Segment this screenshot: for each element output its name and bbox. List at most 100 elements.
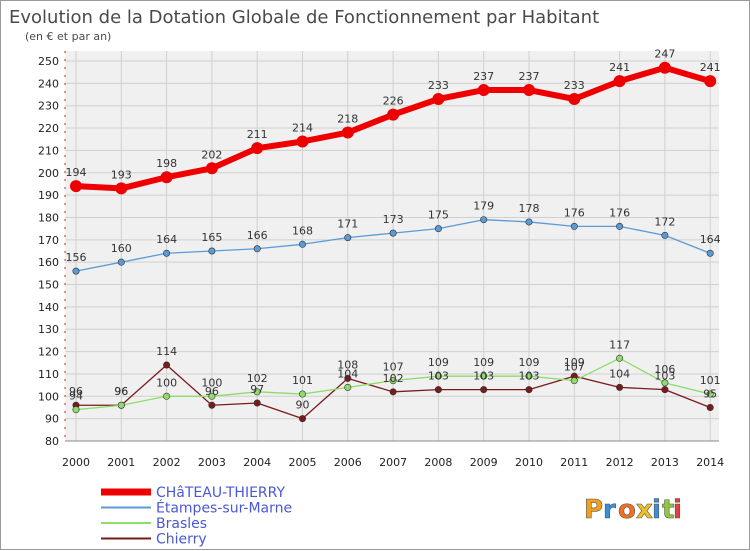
x-tick-label: 2012 — [606, 456, 634, 469]
y-tick-label: 120 — [38, 346, 59, 359]
data-label: 233 — [428, 79, 449, 92]
data-label: 202 — [201, 148, 222, 161]
data-label: 218 — [337, 113, 358, 126]
logo-letter: r — [603, 495, 616, 525]
x-tick-label: 2002 — [153, 456, 181, 469]
data-label: 241 — [700, 61, 721, 74]
data-label: 106 — [654, 363, 675, 376]
data-label: 96 — [114, 385, 128, 398]
data-point — [525, 218, 533, 226]
data-label: 156 — [66, 251, 87, 264]
data-label: 171 — [337, 218, 358, 231]
data-label: 247 — [654, 48, 675, 61]
data-point — [434, 372, 442, 380]
data-point — [163, 361, 171, 369]
y-tick-label: 170 — [38, 234, 59, 247]
y-tick-label: 150 — [38, 279, 59, 292]
y-tick-label: 240 — [38, 77, 59, 90]
data-point — [389, 229, 397, 237]
data-point — [613, 75, 626, 88]
data-point — [389, 377, 397, 385]
data-label: 176 — [609, 206, 630, 219]
data-point — [253, 388, 261, 396]
data-label: 164 — [700, 233, 721, 246]
data-label: 114 — [156, 345, 177, 358]
data-point — [525, 372, 533, 380]
data-point — [432, 93, 445, 105]
data-label: 107 — [383, 361, 404, 374]
data-point — [253, 245, 261, 253]
data-point — [72, 406, 80, 414]
x-tick-label: 2003 — [198, 456, 226, 469]
y-tick-label: 210 — [38, 144, 59, 157]
x-tick-label: 2005 — [289, 456, 317, 469]
data-point — [341, 126, 354, 139]
data-point — [205, 162, 218, 175]
data-label: 211 — [247, 128, 268, 141]
y-tick-label: 250 — [38, 55, 59, 68]
y-tick-label: 160 — [38, 256, 59, 269]
y-tick-label: 100 — [38, 390, 59, 403]
data-label: 109 — [473, 356, 494, 369]
data-label: 109 — [564, 356, 585, 369]
y-tick-label: 200 — [38, 167, 59, 180]
data-point — [568, 93, 581, 105]
data-point — [298, 390, 306, 398]
data-point — [706, 403, 714, 411]
data-point — [344, 234, 352, 242]
data-label: 96 — [205, 385, 219, 398]
data-point — [661, 379, 669, 387]
x-tick-label: 2000 — [62, 456, 90, 469]
data-label: 172 — [654, 215, 675, 228]
data-point — [480, 216, 488, 224]
data-point — [115, 182, 128, 195]
series-lines — [70, 61, 717, 423]
data-point — [658, 61, 671, 74]
x-tick-label: 2009 — [470, 456, 498, 469]
data-point — [163, 392, 171, 400]
x-tick-label: 2011 — [560, 456, 588, 469]
logo-letter: i — [673, 495, 682, 525]
data-point — [208, 247, 216, 255]
data-point — [163, 249, 171, 257]
data-label: 198 — [156, 157, 177, 170]
y-tick-label: 80 — [45, 435, 59, 448]
y-tick-label: 90 — [45, 413, 59, 426]
data-point — [704, 75, 717, 88]
data-point — [344, 374, 352, 382]
data-label: 237 — [519, 70, 540, 83]
data-point — [117, 401, 125, 409]
legend-entry: CHâTEAU-THIERRY — [156, 485, 285, 501]
data-label: 166 — [247, 229, 268, 242]
data-point — [298, 415, 306, 423]
data-label: 104 — [609, 367, 630, 380]
data-point — [389, 388, 397, 396]
data-point — [253, 399, 261, 407]
legend-entry: Chierry — [156, 532, 207, 548]
data-label: 103 — [519, 370, 540, 383]
data-point — [72, 267, 80, 275]
data-label: 226 — [383, 95, 404, 108]
data-point — [706, 249, 714, 257]
logo-letter: x — [636, 495, 653, 525]
x-tick-label: 2008 — [424, 456, 452, 469]
x-tick-label: 2014 — [696, 456, 724, 469]
x-tick-label: 2004 — [243, 456, 271, 469]
y-tick-label: 110 — [38, 368, 59, 381]
data-label: 179 — [473, 200, 494, 213]
data-label: 233 — [564, 79, 585, 92]
legend-entry: Étampes-sur-Marne — [156, 500, 292, 517]
data-point — [208, 392, 216, 400]
data-point — [706, 390, 714, 398]
y-tick-label: 140 — [38, 301, 59, 314]
data-label: 237 — [473, 70, 494, 83]
data-label: 103 — [654, 370, 675, 383]
data-label: 241 — [609, 61, 630, 74]
data-point — [661, 231, 669, 239]
data-label: 100 — [156, 376, 177, 389]
data-point — [616, 383, 624, 391]
